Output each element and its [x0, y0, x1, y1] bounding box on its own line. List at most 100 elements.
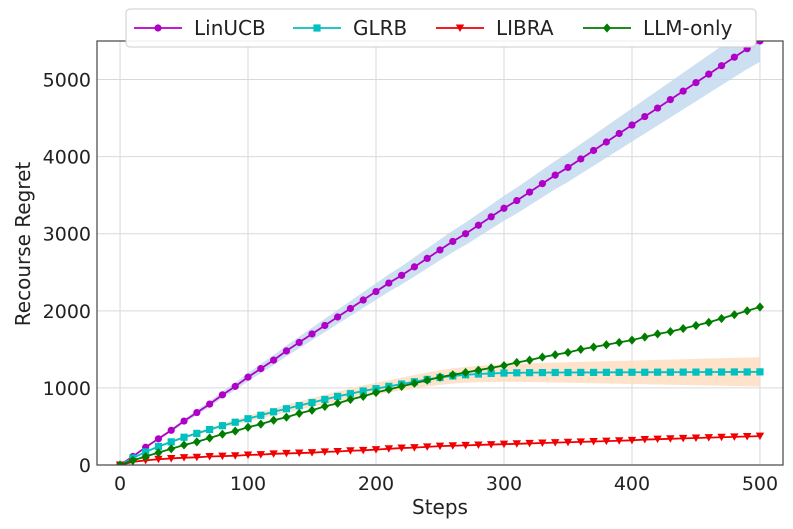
point-glrb [577, 368, 585, 377]
point-linucb [525, 188, 534, 196]
point-libra [640, 436, 649, 444]
point-libra [205, 453, 214, 461]
point-linucb [193, 408, 201, 417]
x-tick-label: 0 [114, 473, 126, 495]
point-glrb [206, 425, 214, 434]
point-llm-only [205, 433, 214, 443]
point-glrb [602, 368, 610, 376]
point-llm-only [308, 405, 317, 415]
y-axis-title: Recourse Regret [11, 162, 35, 327]
x-tick-label: 100 [230, 473, 266, 495]
point-libra [448, 442, 457, 450]
legend-marker-llm-only [603, 23, 611, 33]
x-tick-label: 500 [742, 473, 778, 495]
legend: LinUCB GLRB LIBRA LLM-only [125, 8, 757, 48]
point-glrb [730, 368, 738, 376]
point-llm-only [666, 327, 675, 337]
point-glrb [705, 368, 713, 376]
point-llm-only [499, 360, 508, 371]
point-libra [192, 453, 202, 462]
point-llm-only [423, 375, 432, 385]
legend-entry-llm-only: LLM-only [583, 16, 733, 40]
point-linucb [474, 221, 482, 229]
point-linucb [167, 426, 175, 434]
point-libra [371, 446, 381, 454]
point-libra [384, 445, 394, 453]
point-linucb [513, 196, 521, 205]
point-glrb [167, 438, 175, 446]
point-libra [461, 441, 470, 450]
point-glrb [231, 418, 239, 426]
point-linucb [756, 41, 764, 45]
point-linucb [577, 155, 585, 163]
point-glrb [359, 387, 367, 395]
point-libra [295, 449, 304, 458]
point-llm-only [602, 340, 611, 350]
legend-entry-libra: LIBRA [436, 16, 554, 40]
point-llm-only [180, 440, 189, 450]
point-glrb [487, 369, 495, 378]
point-libra [499, 440, 509, 449]
point-linucb [308, 330, 316, 338]
point-glrb [218, 422, 227, 430]
point-linucb [321, 321, 329, 330]
point-libra [320, 448, 330, 456]
point-glrb [180, 433, 188, 441]
point-llm-only [282, 412, 291, 422]
point-llm-only [717, 313, 726, 324]
point-llm-only [116, 460, 125, 465]
point-linucb [615, 129, 623, 138]
point-llm-only [474, 365, 483, 375]
point-llm-only [141, 451, 150, 462]
point-libra [397, 444, 406, 453]
x-tick-label: 400 [614, 473, 650, 495]
point-glrb [244, 415, 252, 423]
point-libra [666, 435, 675, 443]
point-llm-only [615, 337, 624, 348]
point-libra [218, 452, 227, 461]
point-llm-only [436, 372, 444, 382]
point-linucb [449, 237, 457, 246]
legend-label-libra: LIBRA [496, 16, 554, 40]
point-linucb [500, 204, 508, 212]
legend-entry-linucb: LinUCB [134, 16, 266, 40]
point-libra [563, 438, 573, 447]
point-glrb [589, 368, 598, 377]
point-llm-only [192, 437, 201, 447]
point-libra [550, 439, 560, 447]
point-glrb [756, 368, 764, 376]
point-glrb [641, 368, 649, 376]
point-libra [486, 441, 496, 449]
point-llm-only [627, 335, 636, 345]
point-glrb [321, 395, 329, 404]
band-linucb [120, 41, 760, 465]
point-linucb [270, 356, 278, 364]
point-glrb [615, 368, 623, 376]
point-linucb [372, 287, 380, 296]
point-glrb [154, 442, 163, 451]
point-glrb [295, 402, 303, 410]
point-glrb [282, 405, 291, 413]
point-libra [179, 454, 189, 462]
legend-label-llm-only: LLM-only [643, 16, 733, 40]
point-libra [410, 444, 419, 452]
point-linucb [564, 163, 572, 172]
point-libra [346, 447, 355, 455]
legend-marker-libra [455, 24, 465, 32]
x-tick-label: 200 [358, 473, 394, 495]
point-llm-only [755, 302, 764, 312]
line-llm-only [119, 306, 761, 465]
point-libra [243, 451, 253, 459]
point-linucb [231, 382, 239, 390]
y-tick-label: 0 [79, 455, 91, 477]
point-libra [589, 437, 598, 446]
point-linucb [423, 254, 431, 262]
point-llm-only [269, 415, 278, 425]
point-glrb [628, 368, 636, 376]
point-linucb [666, 95, 674, 104]
point-llm-only [551, 350, 560, 360]
point-libra [602, 437, 611, 446]
point-linucb [717, 62, 726, 70]
point-linucb [206, 400, 214, 408]
